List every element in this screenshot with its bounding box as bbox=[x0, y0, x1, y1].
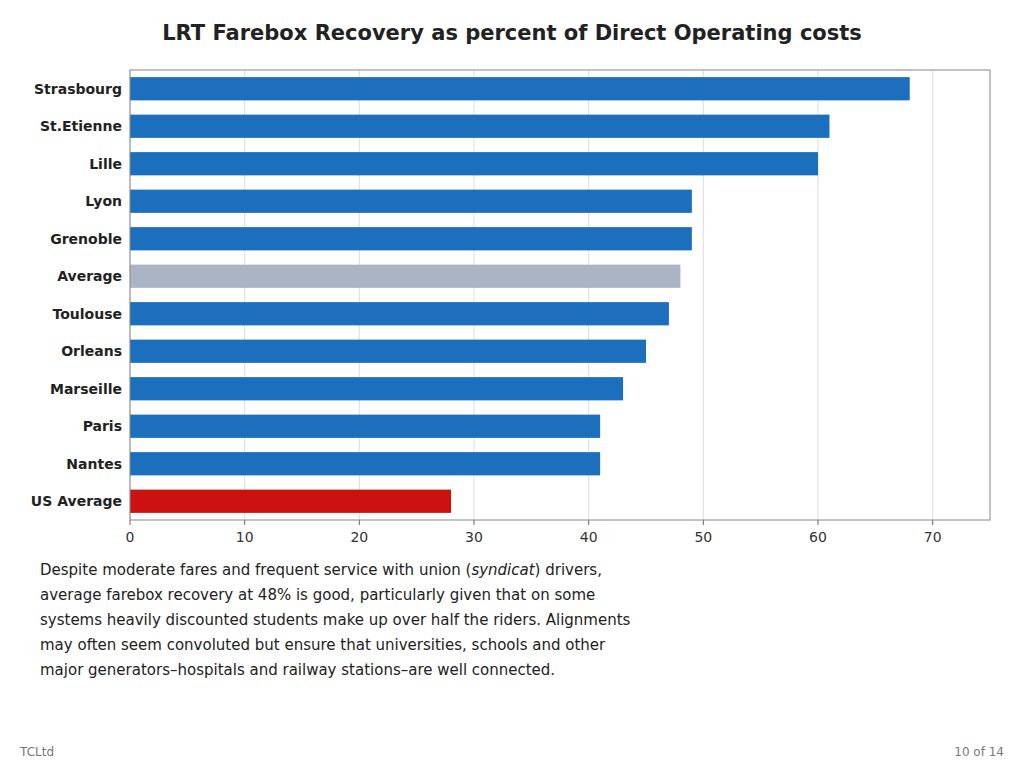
chart: LRT Farebox Recovery as percent of Direc… bbox=[0, 0, 1024, 768]
tick-label: 10 bbox=[236, 529, 254, 545]
title: LRT Farebox Recovery as percent of Direc… bbox=[162, 21, 862, 45]
tick-label: 40 bbox=[580, 529, 598, 545]
annotation: average farebox recovery at 48% is good,… bbox=[40, 586, 595, 604]
bar bbox=[130, 415, 600, 438]
tick-mark bbox=[932, 520, 933, 525]
grid-line bbox=[932, 70, 933, 520]
category-label: Lyon bbox=[85, 193, 122, 209]
category-label: Paris bbox=[83, 418, 122, 434]
bar bbox=[130, 452, 600, 475]
annotation: major generators–hospitals and railway s… bbox=[40, 661, 555, 679]
footer: 10 of 14 bbox=[954, 745, 1004, 759]
bar bbox=[130, 152, 818, 175]
y-axis: Strasbourg St.Etienne Lille Lyon Grenoble Ave… bbox=[31, 81, 122, 510]
tick-label: 30 bbox=[465, 529, 483, 545]
tick-mark bbox=[244, 520, 245, 525]
bar bbox=[130, 377, 623, 400]
category-label: Strasbourg bbox=[34, 81, 122, 97]
footer: TCLtd bbox=[19, 745, 54, 759]
bar bbox=[130, 115, 829, 138]
bar bbox=[130, 227, 692, 250]
bar bbox=[130, 490, 451, 513]
tick-label: 50 bbox=[694, 529, 712, 545]
tick-label: 60 bbox=[809, 529, 827, 545]
annotation-part: syndicat bbox=[471, 561, 535, 579]
tick-mark bbox=[703, 520, 704, 525]
bar bbox=[130, 302, 669, 325]
tick-mark bbox=[474, 520, 475, 525]
tick-mark bbox=[359, 520, 360, 525]
annotation: may often seem convoluted but ensure tha… bbox=[40, 636, 606, 654]
annotation-part: ) drivers, bbox=[535, 561, 602, 579]
bar bbox=[130, 190, 692, 213]
annotation: systems heavily discounted students make… bbox=[40, 611, 631, 629]
category-label: Toulouse bbox=[53, 306, 123, 322]
category-label: Orleans bbox=[61, 343, 122, 359]
annotation-part: Despite moderate fares and frequent serv… bbox=[40, 561, 471, 579]
category-label: Marseille bbox=[50, 381, 122, 397]
annotations: Despite moderate fares and frequent serv… bbox=[40, 561, 631, 679]
annotation: Despite moderate fares and frequent serv… bbox=[40, 561, 602, 579]
bars bbox=[130, 77, 910, 513]
bar bbox=[130, 77, 910, 100]
tick-label: 0 bbox=[126, 529, 135, 545]
tick-mark bbox=[588, 520, 589, 525]
grid bbox=[130, 70, 933, 520]
category-label: Nantes bbox=[66, 456, 122, 472]
plot-frame bbox=[130, 70, 990, 520]
category-label: Average bbox=[57, 268, 122, 284]
bar bbox=[130, 340, 646, 363]
tick-mark bbox=[818, 520, 819, 525]
category-label: Lille bbox=[89, 156, 122, 172]
tick-label: 20 bbox=[350, 529, 368, 545]
category-label: St.Etienne bbox=[40, 118, 122, 134]
x-axis: 0 10 20 30 40 50 60 70 bbox=[126, 520, 942, 545]
tick-label: 70 bbox=[924, 529, 942, 545]
bar bbox=[130, 265, 680, 288]
category-label: US Average bbox=[31, 493, 122, 509]
category-label: Grenoble bbox=[50, 231, 122, 247]
tick-mark bbox=[130, 520, 131, 525]
